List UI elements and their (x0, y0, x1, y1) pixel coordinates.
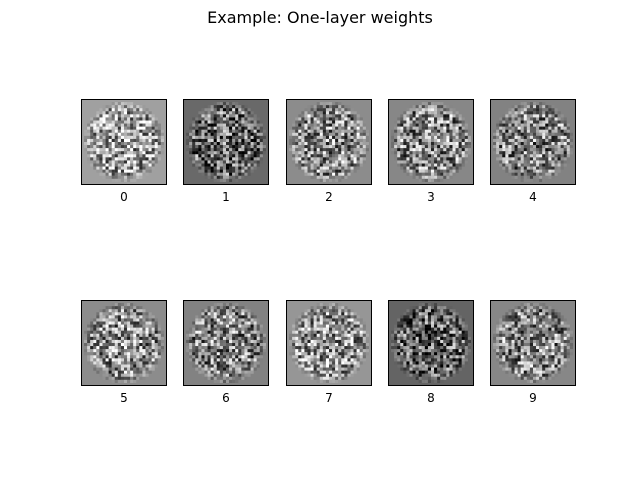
panel-label-0: 0 (120, 190, 128, 204)
weight-image-frame (286, 300, 372, 386)
weight-image-9 (490, 300, 576, 386)
weight-image-frame (183, 300, 269, 386)
panel-label-5: 5 (120, 391, 128, 405)
panel-label-9: 9 (529, 391, 537, 405)
weight-image-frame (388, 300, 474, 386)
weight-image-8 (388, 300, 474, 386)
weight-image-2 (286, 99, 372, 185)
weight-image-frame (286, 99, 372, 185)
panel-label-2: 2 (325, 190, 333, 204)
weight-panel-0: 0 (81, 99, 167, 204)
weight-image-6 (183, 300, 269, 386)
weight-panel-7: 7 (286, 300, 372, 405)
panel-label-3: 3 (427, 190, 435, 204)
weight-panel-9: 9 (490, 300, 576, 405)
weight-panel-4: 4 (490, 99, 576, 204)
weight-image-frame (490, 300, 576, 386)
weight-image-3 (388, 99, 474, 185)
figure-title: Example: One-layer weights (207, 8, 433, 27)
panel-label-7: 7 (325, 391, 333, 405)
weight-panel-1: 1 (183, 99, 269, 204)
panel-label-1: 1 (222, 190, 230, 204)
weight-image-frame (81, 300, 167, 386)
weight-panel-3: 3 (388, 99, 474, 204)
weight-image-7 (286, 300, 372, 386)
panel-label-8: 8 (427, 391, 435, 405)
weight-image-1 (183, 99, 269, 185)
weight-panel-6: 6 (183, 300, 269, 405)
weight-panel-2: 2 (286, 99, 372, 204)
weight-panel-8: 8 (388, 300, 474, 405)
weight-image-frame (388, 99, 474, 185)
panel-label-4: 4 (529, 190, 537, 204)
weight-image-5 (81, 300, 167, 386)
weight-image-0 (81, 99, 167, 185)
panel-label-6: 6 (222, 391, 230, 405)
weight-panel-5: 5 (81, 300, 167, 405)
weight-image-frame (183, 99, 269, 185)
weight-image-frame (81, 99, 167, 185)
weight-image-frame (490, 99, 576, 185)
weight-image-4 (490, 99, 576, 185)
